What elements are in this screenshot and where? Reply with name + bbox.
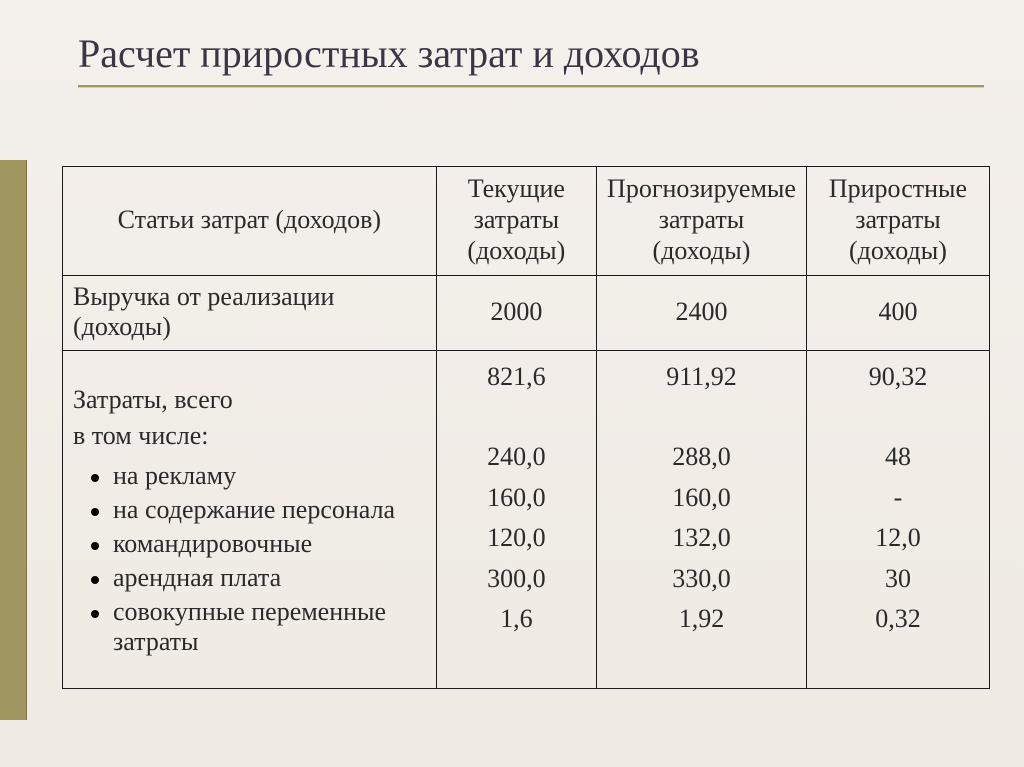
group-item-current: 120,0 bbox=[487, 518, 546, 558]
bullet-icon bbox=[91, 610, 99, 618]
group-item-current: 300,0 bbox=[487, 559, 546, 599]
group-incremental-cell: 90,32 . 48 - 12,0 30 0,32 . bbox=[806, 350, 989, 688]
costs-table-wrap: Статьи затрат (доходов) Текущие затраты … bbox=[62, 166, 990, 689]
group-item-label: совокупные переменные затраты bbox=[113, 597, 426, 657]
group-item-current: 240,0 bbox=[487, 437, 546, 477]
group-item-forecast: 1,92 bbox=[679, 599, 725, 639]
group-item-current: 160,0 bbox=[487, 478, 546, 518]
group-item: на содержание персонала bbox=[73, 493, 426, 527]
accent-left-bar bbox=[0, 160, 26, 720]
group-current-cell: 821,6 . 240,0 160,0 120,0 300,0 1,6 . bbox=[436, 350, 596, 688]
group-item: командировочные bbox=[73, 527, 426, 561]
group-item-label: на содержание персонала bbox=[113, 495, 395, 525]
group-item-forecast: 288,0 bbox=[672, 437, 731, 477]
costs-table: Статьи затрат (доходов) Текущие затраты … bbox=[62, 166, 990, 689]
group-item-label: арендная плата bbox=[113, 563, 281, 593]
row-current: 2000 bbox=[436, 275, 596, 350]
group-item: на рекламу bbox=[73, 459, 426, 493]
group-head-current: 821,6 bbox=[487, 357, 546, 397]
slide-title: Расчет приростных затрат и доходов bbox=[78, 28, 984, 79]
title-underline bbox=[78, 85, 984, 87]
group-item-incremental: 48 bbox=[885, 437, 911, 477]
row-incremental: 400 bbox=[806, 275, 989, 350]
group-item-label: командировочные bbox=[113, 529, 312, 559]
col-header-current: Текущие затраты (доходы) bbox=[436, 167, 596, 276]
group-item-incremental: 30 bbox=[885, 559, 911, 599]
title-block: Расчет приростных затрат и доходов bbox=[78, 28, 984, 87]
col-header-forecast: Прогнозируемые затраты (доходы) bbox=[597, 167, 807, 276]
table-header-row: Статьи затрат (доходов) Текущие затраты … bbox=[63, 167, 990, 276]
group-head: Затраты, всего в том числе: bbox=[73, 378, 426, 459]
group-item: арендная плата bbox=[73, 561, 426, 595]
col-header-incremental: Приростные затраты (доходы) bbox=[806, 167, 989, 276]
group-item-incremental: - bbox=[894, 478, 903, 518]
table-row-group: Затраты, всего в том числе: на рекламу н… bbox=[63, 350, 990, 688]
bullet-icon bbox=[91, 474, 99, 482]
group-head-forecast: 911,92 bbox=[666, 357, 737, 397]
group-items: на рекламу на содержание персонала коман… bbox=[73, 459, 426, 659]
table-row: Выручка от реализации (доходы) 2000 2400… bbox=[63, 275, 990, 350]
group-item-forecast: 330,0 bbox=[672, 559, 731, 599]
group-label-cell: Затраты, всего в том числе: на рекламу н… bbox=[63, 350, 437, 688]
group-item-forecast: 132,0 bbox=[672, 518, 731, 558]
bullet-icon bbox=[91, 542, 99, 550]
bullet-icon bbox=[91, 508, 99, 516]
row-forecast: 2400 bbox=[597, 275, 807, 350]
group-item-current: 1,6 bbox=[500, 599, 533, 639]
group-item-incremental: 12,0 bbox=[875, 518, 921, 558]
group-head-incremental: 90,32 bbox=[869, 357, 928, 397]
group-item-incremental: 0,32 bbox=[875, 599, 921, 639]
group-forecast-cell: 911,92 . 288,0 160,0 132,0 330,0 1,92 . bbox=[597, 350, 807, 688]
group-item-forecast: 160,0 bbox=[672, 478, 731, 518]
group-item-label: на рекламу bbox=[113, 461, 236, 491]
col-header-items: Статьи затрат (доходов) bbox=[63, 167, 437, 276]
group-head-line: в том числе: bbox=[73, 418, 426, 454]
bullet-icon bbox=[91, 576, 99, 584]
slide: Расчет приростных затрат и доходов Стать… bbox=[0, 0, 1024, 767]
group-item: совокупные переменные затраты bbox=[73, 595, 426, 659]
row-label: Выручка от реализации (доходы) bbox=[63, 275, 437, 350]
group-head-line: Затраты, всего bbox=[73, 382, 426, 418]
